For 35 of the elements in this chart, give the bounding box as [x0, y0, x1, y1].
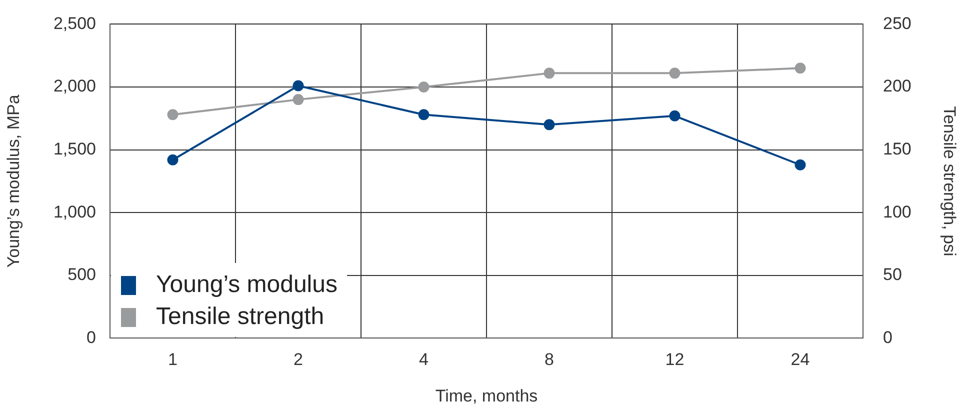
point	[167, 154, 178, 166]
point	[544, 68, 555, 79]
point	[794, 159, 806, 170]
y2-tick-label: 200	[883, 76, 912, 96]
point	[418, 82, 430, 92]
y2-tick-label: 100	[883, 202, 912, 222]
y-tick-label: 500	[68, 265, 96, 284]
y-tick-label: 0	[86, 328, 96, 347]
point	[418, 109, 430, 120]
y2-axis-title: Tensile strength, psi	[940, 106, 960, 256]
x-axis-title: Time, months	[435, 386, 538, 406]
y-tick-label: 1,000	[53, 202, 96, 222]
point	[292, 94, 304, 106]
point	[544, 119, 555, 130]
legend-label: Tensile strength	[156, 302, 324, 332]
y2-tick-label: 50	[883, 265, 902, 284]
y-axis-title: Young’s modulus, MPa	[4, 94, 23, 268]
point	[794, 62, 806, 74]
x-tick-label: 24	[790, 350, 810, 370]
point	[669, 110, 680, 122]
x-tick-label: 12	[665, 350, 684, 370]
y2-tick-label: 150	[883, 139, 912, 158]
y2-tick-label: 250	[883, 14, 912, 33]
x-tick-label: 2	[294, 350, 303, 370]
y-tick-label: 2,000	[53, 76, 96, 96]
x-tick-label: 8	[544, 350, 554, 370]
y-tick-label: 1,500	[53, 139, 96, 158]
y2-tick-label: 0	[883, 328, 892, 347]
y-tick-label: 2,500	[53, 14, 96, 33]
point	[292, 80, 304, 92]
x-tick-label: 1	[168, 350, 178, 370]
legend-label: Young’s modulus	[156, 270, 338, 300]
x-tick-label: 4	[419, 350, 428, 370]
point	[669, 68, 680, 79]
point	[167, 109, 178, 120]
